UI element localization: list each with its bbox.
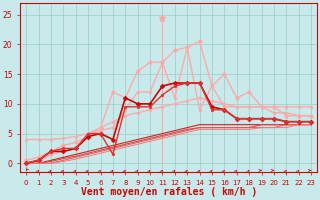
X-axis label: Vent moyen/en rafales ( km/h ): Vent moyen/en rafales ( km/h ) bbox=[81, 187, 257, 197]
